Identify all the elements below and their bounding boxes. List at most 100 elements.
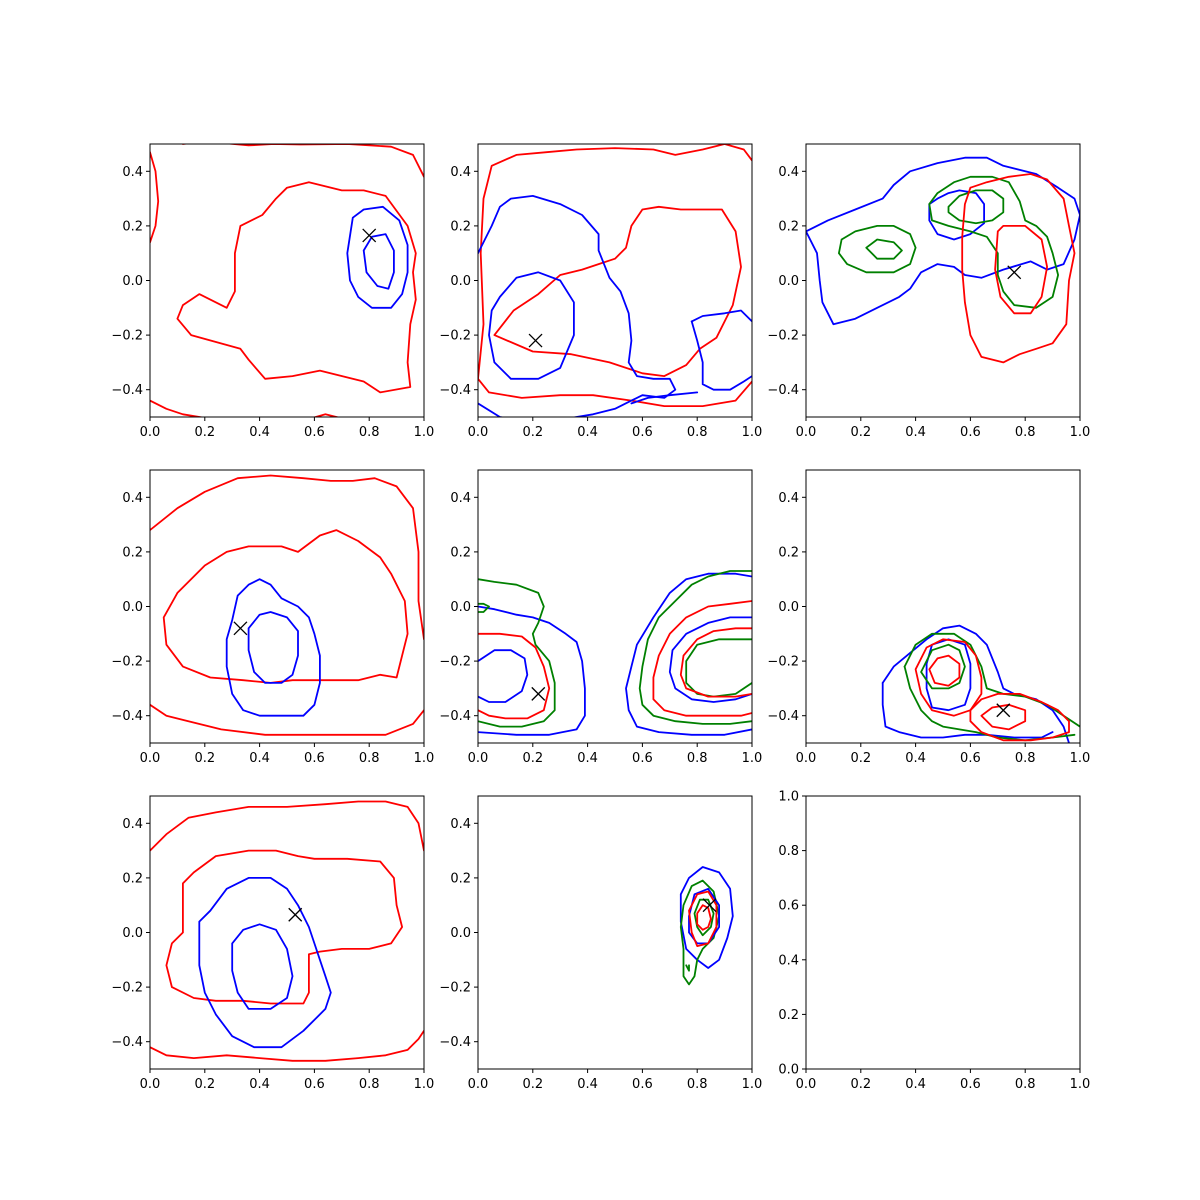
panel-row3-col3: 0.0 0.2 0.4 0.6 0.8 1.0 0.0 0.2 0.4 0.6 0.8 1.0 <box>778 790 1090 1093</box>
x-tick-label: 1.0 <box>742 1077 763 1092</box>
contour-blue-0 <box>881 624 1070 743</box>
axes-frame <box>477 795 753 1070</box>
x-tick-label: 0.0 <box>796 751 817 766</box>
contour-blue-6 <box>362 233 395 290</box>
x-tick-label: 0.6 <box>304 425 325 440</box>
panel-row2-col3: 0.0 0.2 0.4 0.6 0.8 1.0 −0.4 −0.2 0.0 0.2 0.4 <box>767 469 1090 766</box>
axes-frame <box>805 143 1081 418</box>
y-tick-label: −0.4 <box>111 709 143 724</box>
y-tick-label: 0.4 <box>778 953 799 968</box>
y-tick-label: 0.4 <box>450 491 471 506</box>
plot-area <box>806 156 1080 364</box>
y-tick-label: 0.4 <box>778 165 799 180</box>
y-tick-label: 0.4 <box>450 165 471 180</box>
axes-frame <box>149 469 425 744</box>
contour-red-0 <box>478 144 752 380</box>
x-marker <box>702 898 717 913</box>
y-tick-label: 0.2 <box>778 545 799 560</box>
contour-red-9 <box>980 703 1027 731</box>
x-tick-label: 0.0 <box>796 1077 817 1092</box>
y-tick-label: 0.2 <box>450 219 471 234</box>
x-tick-label: 0.0 <box>140 425 161 440</box>
contour-blue-4 <box>231 923 294 1010</box>
contour-red-1 <box>150 703 424 736</box>
contour-green-4 <box>865 238 903 260</box>
x-tick-label: 0.6 <box>960 751 981 766</box>
panel-row3-col2: 0.0 0.2 0.4 0.6 0.8 1.0 −0.4 −0.2 0.0 0.2 0.4 <box>439 795 763 1092</box>
contour-red-4 <box>312 413 341 417</box>
panel-row1-col1: 0.0 0.2 0.4 0.6 0.8 1.0 −0.4 −0.2 0.0 0.2 0.4 <box>111 143 434 440</box>
x-tick-label: 0.8 <box>1015 1077 1036 1092</box>
y-tick-label: 0.0 <box>450 274 471 289</box>
contour-red-0 <box>182 144 424 178</box>
contour-red-2 <box>493 205 742 377</box>
plot-area <box>150 800 424 1062</box>
contour-green-3 <box>838 225 917 274</box>
panel-row2-col1: 0.0 0.2 0.4 0.6 0.8 1.0 −0.4 −0.2 0.0 0.2 0.4 <box>111 469 434 766</box>
panel-row2-col2: 0.0 0.2 0.4 0.6 0.8 1.0 −0.4 −0.2 0.0 0.2 0.4 <box>439 469 762 766</box>
y-tick-label: 0.0 <box>122 600 143 615</box>
y-tick-label: 0.2 <box>122 545 143 560</box>
y-tick-label: 0.0 <box>778 1063 799 1078</box>
x-marker <box>1007 265 1022 280</box>
x-tick-label: 0.4 <box>577 751 598 766</box>
contour-red-7 <box>652 600 752 717</box>
contour-blue-0 <box>478 605 586 736</box>
y-tick-label: 0.4 <box>122 165 143 180</box>
contour-red-3 <box>688 890 718 947</box>
x-tick-label: 0.6 <box>960 425 981 440</box>
x-tick-label: 0.8 <box>687 425 708 440</box>
y-tick-label: −0.4 <box>767 709 799 724</box>
y-tick-label: 0.2 <box>450 871 471 886</box>
x-tick-label: 0.2 <box>522 751 543 766</box>
x-tick-label: 0.4 <box>249 425 270 440</box>
y-tick-label: −0.2 <box>767 329 799 344</box>
y-tick-label: −0.2 <box>111 655 143 670</box>
x-tick-label: 0.0 <box>468 751 489 766</box>
contour-blue-5 <box>690 320 752 391</box>
contour-red-0 <box>150 800 424 852</box>
x-tick-label: 0.6 <box>960 1077 981 1092</box>
y-tick-label: 0.0 <box>122 274 143 289</box>
x-tick-label: 0.2 <box>850 751 871 766</box>
plot-area <box>150 474 424 736</box>
x-tick-label: 0.6 <box>304 751 325 766</box>
x-marker <box>288 907 303 922</box>
x-tick-label: 0.4 <box>905 1077 926 1092</box>
y-tick-label: 0.0 <box>778 274 799 289</box>
contour-red-1 <box>478 377 752 407</box>
panel-row1-col3: 0.0 0.2 0.4 0.6 0.8 1.0 −0.4 −0.2 0.0 0.2 0.4 <box>767 143 1090 440</box>
x-marker <box>528 333 543 348</box>
x-tick-label: 0.2 <box>850 425 871 440</box>
y-tick-label: −0.4 <box>439 383 471 398</box>
contour-blue-0 <box>806 156 1080 233</box>
y-tick-label: −0.4 <box>767 383 799 398</box>
contour-green-2 <box>478 578 556 728</box>
y-tick-label: 0.0 <box>450 926 471 941</box>
axes-frame <box>477 143 753 418</box>
x-marker <box>233 621 248 636</box>
x-tick-label: 0.8 <box>687 751 708 766</box>
contour-red-5 <box>696 904 712 931</box>
y-tick-label: −0.2 <box>111 981 143 996</box>
contour-blue-1 <box>806 214 1080 326</box>
contour-blue-2 <box>925 638 972 712</box>
plot-area <box>478 570 752 736</box>
contour-green-3 <box>478 602 490 613</box>
contour-blue-8 <box>488 271 575 380</box>
y-tick-label: 0.4 <box>450 817 471 832</box>
x-tick-label: 0.0 <box>140 751 161 766</box>
y-tick-label: −0.4 <box>439 1035 471 1050</box>
contour-red-7 <box>961 173 1076 364</box>
x-tick-label: 1.0 <box>414 1077 435 1092</box>
y-tick-label: 0.2 <box>778 219 799 234</box>
contour-blue-0 <box>679 866 734 969</box>
contour-blue-8 <box>668 616 752 703</box>
contour-green-6 <box>947 189 1005 225</box>
y-tick-label: −0.2 <box>439 655 471 670</box>
contour-red-1 <box>150 151 160 244</box>
y-tick-label: −0.4 <box>111 383 143 398</box>
contour-green-1 <box>679 879 720 986</box>
x-tick-label: 0.4 <box>249 1077 270 1092</box>
